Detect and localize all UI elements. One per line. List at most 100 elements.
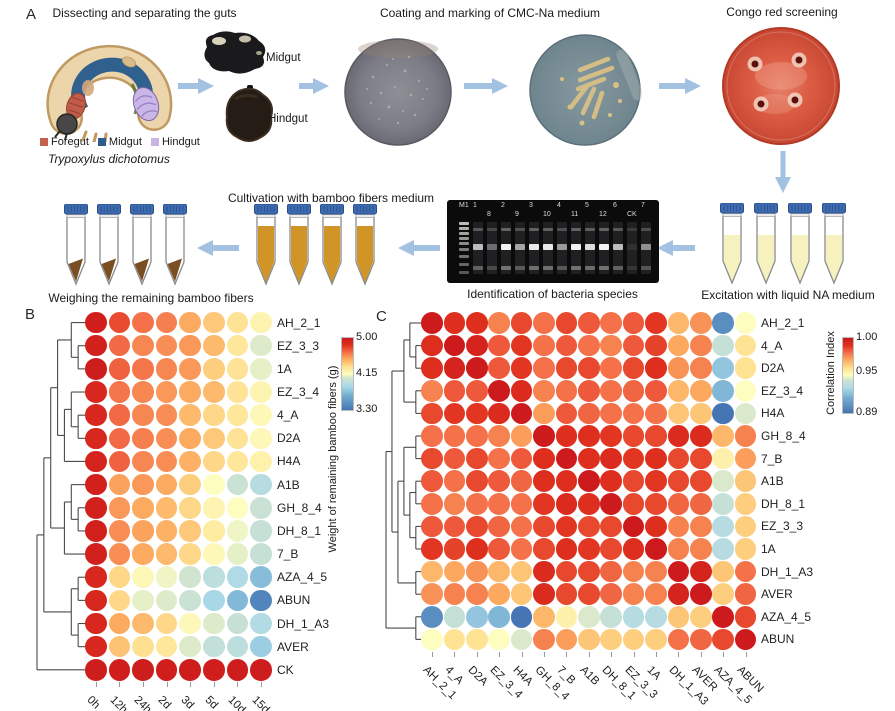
heatmap-dot-c [443, 628, 466, 651]
heatmap-dot-b [226, 520, 249, 542]
gel-band [501, 228, 511, 231]
heatmap-dot-c [533, 402, 555, 425]
heatmap-dot-b [85, 635, 107, 658]
heatmap-dot-c [443, 447, 466, 470]
heatmap-dot-c [734, 605, 757, 628]
heatmap-dot-c [667, 470, 690, 493]
colorbar-tick: 4.15 [356, 367, 378, 379]
heatmap-dot-b [250, 635, 272, 658]
col-label-wrap: 24h [132, 690, 159, 711]
colorbar-tick: 3.30 [356, 403, 378, 415]
heatmap-dot-b [250, 612, 272, 635]
heatmap-dot-c [645, 515, 667, 538]
axis-tick [476, 651, 478, 657]
heatmap-dot-b [155, 566, 178, 588]
heatmap-dot-b [250, 543, 272, 565]
gel-image: M1 1 8 2 9 3 10 4 11 5 12 6 CK 7 [447, 200, 659, 283]
gel-band [473, 244, 483, 250]
heatmap-dot-b [226, 381, 249, 403]
heatmap-dot-c [555, 425, 578, 447]
heatmap-dot-b [108, 334, 131, 357]
congo-red-plate [722, 27, 840, 145]
heatmap-dot-b [155, 589, 178, 612]
heatmap-dot-b [155, 635, 178, 658]
gel-band [543, 266, 553, 270]
heatmap-dot-c [734, 379, 757, 402]
axis-tick [237, 682, 239, 688]
congo-title: Congo red screening [726, 5, 838, 19]
spiracle-patch [122, 56, 136, 68]
heatmap-dot-b [132, 473, 154, 496]
gut-legend: Foregut Midgut Hindgut [40, 136, 200, 148]
heatmap-dot-c [421, 515, 443, 538]
heatmap-dot-b [155, 497, 178, 519]
heatmap-dot-c [421, 538, 443, 560]
heatmap-dot-b [203, 543, 225, 565]
heatmap-dot-c [510, 312, 533, 334]
heatmap-dot-c [533, 425, 555, 447]
row-label: 4_A [277, 408, 299, 423]
row-label: ABUN [761, 632, 795, 647]
col-label: D2A [465, 663, 490, 688]
heatmap-dot-c [443, 538, 466, 560]
heatmap-dot-b [108, 358, 131, 380]
heatmap-dot-b [179, 566, 201, 588]
row-label: AZA_4_5 [277, 570, 328, 585]
gel-band [557, 228, 567, 231]
gel-band [627, 228, 637, 231]
heatmap-dot-c [577, 605, 600, 628]
heatmap-dot-b [155, 450, 178, 473]
col-label: 5d [202, 694, 220, 711]
row-label: H4A [761, 406, 785, 421]
heatmap-dot-b [226, 612, 249, 635]
row-label: DH_8_1 [277, 523, 322, 538]
gel-band [627, 266, 637, 270]
heatmap-dot-c [421, 425, 443, 447]
colorbar-tick: 0.95 [856, 365, 878, 378]
heatmap-dot-c [555, 470, 578, 493]
heatmap-dot-b [155, 404, 178, 426]
cultivation-tubes [252, 204, 380, 288]
heatmap-dot-c [600, 425, 623, 447]
heatmap-dot-c [488, 492, 511, 515]
heatmap-dot-c [443, 470, 466, 493]
heatmap-dot-c [533, 470, 555, 493]
heatmap-dot-b [108, 311, 131, 334]
heatmap-dot-c [577, 470, 600, 493]
row-label: 7_B [277, 547, 299, 562]
heatmap-dot-b [203, 497, 225, 519]
panel-c-letter: C [376, 308, 387, 325]
heatmap-dot-c [667, 605, 690, 628]
heatmap-dot-c [734, 583, 757, 606]
legend-swatch [97, 138, 106, 146]
heatmap-dot-c [689, 560, 712, 583]
row-label: DH_1_A3 [761, 564, 814, 579]
heatmap-dot-c [600, 470, 623, 493]
heatmap-dot-b [85, 404, 107, 426]
axis-tick [213, 682, 215, 688]
heatmap-dot-b [203, 659, 225, 681]
heatmap-dot-c [555, 492, 578, 515]
heatmap-dot-c [645, 560, 667, 583]
heatmap-dot-c [712, 312, 735, 334]
heatmap-dot-c [510, 357, 533, 380]
heatmap-dot-b [250, 473, 272, 496]
col-label: A1B [577, 663, 602, 688]
heatmap-dot-b [85, 589, 107, 612]
heatmap-dot-c [510, 492, 533, 515]
heatmap-dot-b [108, 635, 131, 658]
heatmap-dot-b [203, 520, 225, 542]
heatmap-dot-b [132, 334, 154, 357]
heatmap-dot-c [555, 357, 578, 380]
heatmap-dot-c [645, 425, 667, 447]
gel-band [641, 228, 651, 231]
colorbar-b [341, 337, 354, 411]
heatmap-dot-c [622, 470, 645, 493]
heatmap-dot-c [533, 357, 555, 380]
heatmap-dot-c [533, 583, 555, 606]
legend-label: Midgut [108, 136, 142, 148]
heatmap-dot-c [555, 605, 578, 628]
heatmap-dot-c [712, 402, 735, 425]
heatmap-dot-b [108, 450, 131, 473]
heatmap-dot-c [488, 560, 511, 583]
